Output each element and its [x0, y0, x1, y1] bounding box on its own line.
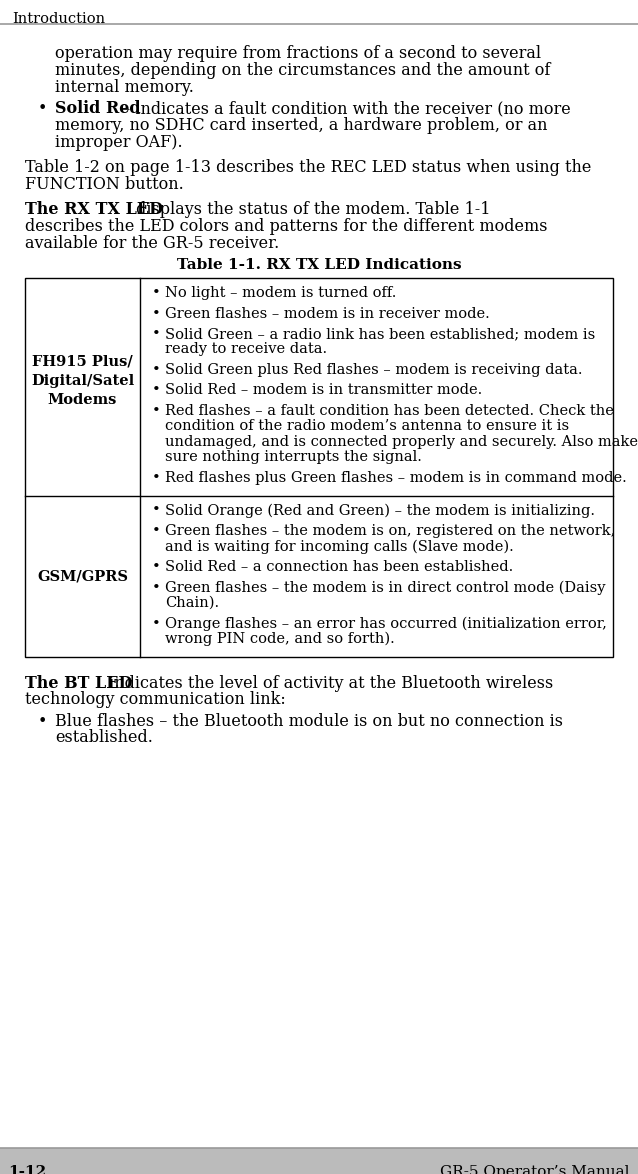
Bar — [25, 278, 613, 656]
Text: Chain).: Chain). — [165, 596, 219, 610]
Text: •: • — [152, 616, 161, 630]
Text: FUNCTION button.: FUNCTION button. — [25, 176, 184, 193]
Text: •: • — [152, 328, 161, 340]
Text: minutes, depending on the circumstances and the amount of: minutes, depending on the circumstances … — [55, 62, 551, 79]
Text: Table 1-2 on page 1-13 describes the REC LED status when using the: Table 1-2 on page 1-13 describes the REC… — [25, 158, 591, 176]
Text: describes the LED colors and patterns for the different modems: describes the LED colors and patterns fo… — [25, 218, 547, 235]
Text: •: • — [152, 471, 161, 485]
Text: 1-12: 1-12 — [8, 1165, 46, 1174]
Text: internal memory.: internal memory. — [55, 79, 194, 96]
Text: condition of the radio modem’s antenna to ensure it is: condition of the radio modem’s antenna t… — [165, 419, 569, 433]
Text: operation may require from fractions of a second to several: operation may require from fractions of … — [55, 45, 541, 62]
Text: Red flashes – a fault condition has been detected. Check the: Red flashes – a fault condition has been… — [165, 404, 614, 418]
Text: Introduction: Introduction — [12, 12, 105, 26]
Text: wrong PIN code, and so forth).: wrong PIN code, and so forth). — [165, 632, 395, 647]
Text: ready to receive data.: ready to receive data. — [165, 343, 327, 357]
Text: •: • — [152, 524, 161, 538]
Text: GR-5 Operator’s Manual: GR-5 Operator’s Manual — [440, 1165, 630, 1174]
Text: Green flashes – modem is in receiver mode.: Green flashes – modem is in receiver mod… — [165, 306, 490, 321]
Text: technology communication link:: technology communication link: — [25, 691, 286, 708]
Text: FH915 Plus/
Digital/Satel
Modems: FH915 Plus/ Digital/Satel Modems — [31, 355, 134, 407]
Text: •: • — [38, 713, 47, 729]
Text: •: • — [152, 306, 161, 321]
Text: undamaged, and is connected properly and securely. Also make: undamaged, and is connected properly and… — [165, 436, 638, 448]
Text: Solid Red – modem is in transmitter mode.: Solid Red – modem is in transmitter mode… — [165, 384, 482, 398]
Text: displays the status of the modem. Table 1-1: displays the status of the modem. Table … — [131, 201, 491, 218]
Text: and is waiting for incoming calls (Slave mode).: and is waiting for incoming calls (Slave… — [165, 540, 514, 554]
Text: •: • — [38, 100, 47, 117]
Text: improper OAF).: improper OAF). — [55, 134, 182, 151]
Text: Solid Orange (Red and Green) – the modem is initializing.: Solid Orange (Red and Green) – the modem… — [165, 504, 595, 518]
Text: •: • — [152, 404, 161, 418]
Text: •: • — [152, 286, 161, 301]
Text: Orange flashes – an error has occurred (initialization error,: Orange flashes – an error has occurred (… — [165, 616, 607, 630]
Text: available for the GR-5 receiver.: available for the GR-5 receiver. — [25, 235, 279, 252]
Text: Table 1-1. RX TX LED Indications: Table 1-1. RX TX LED Indications — [177, 258, 461, 272]
Text: •: • — [152, 504, 161, 518]
Text: – indicates a fault condition with the receiver (no more: – indicates a fault condition with the r… — [117, 100, 571, 117]
Text: Solid Green plus Red flashes – modem is receiving data.: Solid Green plus Red flashes – modem is … — [165, 363, 582, 377]
Text: No light – modem is turned off.: No light – modem is turned off. — [165, 286, 396, 301]
Text: Green flashes – the modem is on, registered on the network,: Green flashes – the modem is on, registe… — [165, 524, 616, 538]
Text: The BT LED: The BT LED — [25, 675, 132, 691]
Text: The RX TX LED: The RX TX LED — [25, 201, 163, 218]
Text: GSM/GPRS: GSM/GPRS — [37, 569, 128, 583]
Text: •: • — [152, 560, 161, 574]
Text: sure nothing interrupts the signal.: sure nothing interrupts the signal. — [165, 451, 422, 465]
Text: Solid Red – a connection has been established.: Solid Red – a connection has been establ… — [165, 560, 513, 574]
Text: Red flashes plus Green flashes – modem is in command mode.: Red flashes plus Green flashes – modem i… — [165, 471, 627, 485]
Bar — [0, 1148, 638, 1174]
Text: established.: established. — [55, 729, 153, 747]
Text: •: • — [152, 384, 161, 398]
Text: •: • — [152, 363, 161, 377]
Text: •: • — [152, 580, 161, 594]
Text: Green flashes – the modem is in direct control mode (Daisy: Green flashes – the modem is in direct c… — [165, 580, 605, 595]
Text: Blue flashes – the Bluetooth module is on but no connection is: Blue flashes – the Bluetooth module is o… — [55, 713, 563, 729]
Text: Solid Red: Solid Red — [55, 100, 140, 117]
Text: memory, no SDHC card inserted, a hardware problem, or an: memory, no SDHC card inserted, a hardwar… — [55, 117, 547, 134]
Text: indicates the level of activity at the Bluetooth wireless: indicates the level of activity at the B… — [104, 675, 553, 691]
Text: Solid Green – a radio link has been established; modem is: Solid Green – a radio link has been esta… — [165, 328, 595, 340]
